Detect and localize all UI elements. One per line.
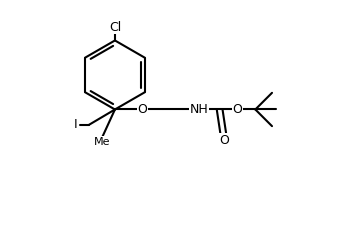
Text: I: I [74,119,78,131]
Text: Cl: Cl [109,21,121,34]
Text: O: O [137,103,147,116]
Text: O: O [219,134,229,147]
Text: NH: NH [190,103,209,116]
Text: O: O [232,103,242,116]
Text: Me: Me [94,137,110,147]
